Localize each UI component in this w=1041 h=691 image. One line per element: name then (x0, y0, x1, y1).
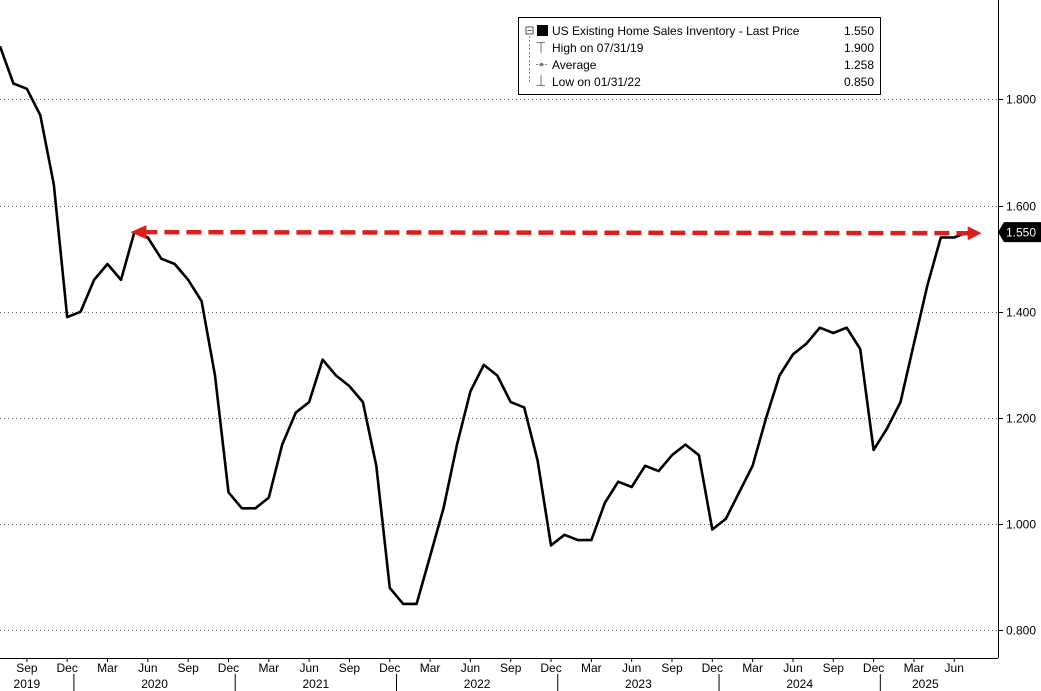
x-year-label: 2024 (786, 677, 813, 691)
dashed-arrow-annotation (130, 225, 982, 241)
x-year-label: 2022 (464, 677, 491, 691)
legend-row-low-label: Low on 01/31/22 (552, 75, 641, 89)
x-axis: Sep Dec Mar Jun Sep Dec Mar Jun Sep Dec Mar Jun Sep D… (0, 658, 998, 691)
x-year-label: 2020 (141, 677, 168, 691)
x-tick-label: Sep (823, 661, 845, 675)
x-tick-label: Mar (258, 661, 279, 675)
x-year-label: 2019 (14, 677, 41, 691)
x-tick-label: Sep (661, 661, 683, 675)
x-year-label: 2021 (302, 677, 329, 691)
legend-row-high-label: High on 07/31/19 (552, 41, 644, 55)
arrow-head-left (130, 225, 147, 240)
x-tick-label: Jun (299, 661, 318, 675)
x-tick-label: Dec (218, 661, 239, 675)
x-tick-label: Dec (863, 661, 884, 675)
legend-box (518, 17, 881, 95)
x-tick-label: Sep (16, 661, 38, 675)
x-tick-label: Jun (783, 661, 802, 675)
x-tick-label: Mar (742, 661, 763, 675)
legend-series-swatch (537, 25, 548, 36)
last-price-label: 1.550 (1006, 226, 1036, 240)
legend-row-high-value: 1.900 (844, 41, 874, 55)
y-tick-label: 1.800 (1006, 93, 1036, 107)
legend-row-average-label: Average (552, 58, 597, 72)
x-tick-label: Mar (97, 661, 118, 675)
y-tick-label: 1.600 (1006, 200, 1036, 214)
x-tick-label: Jun (622, 661, 641, 675)
x-tick-label: Dec (702, 661, 723, 675)
y-axis: 0.800 1.000 1.200 1.400 1.600 1.800 (998, 0, 1036, 658)
y-tick-label: 1.400 (1006, 306, 1036, 320)
low-marker-icon (537, 75, 545, 86)
x-tick-label: Sep (500, 661, 522, 675)
x-tick-label: Sep (177, 661, 199, 675)
x-year-label: 2025 (912, 677, 939, 691)
x-tick-label: Mar (904, 661, 925, 675)
average-marker-icon (536, 62, 547, 67)
legend-title-value: 1.550 (844, 24, 874, 38)
arrow-head-right (967, 226, 982, 241)
x-tick-label: Jun (138, 661, 157, 675)
y-tick-label: 0.800 (1006, 624, 1036, 638)
x-tick-label: Jun (461, 661, 480, 675)
x-tick-label: Mar (581, 661, 602, 675)
series-line (0, 45, 969, 606)
x-tick-label: Dec (379, 661, 400, 675)
last-price-marker: 1.550 (998, 222, 1041, 243)
x-tick-label: Sep (339, 661, 361, 675)
x-tick-label: Dec (57, 661, 78, 675)
legend-title: US Existing Home Sales Inventory - Last … (552, 24, 800, 38)
x-year-label: 2023 (625, 677, 652, 691)
arrow-line (142, 229, 970, 236)
x-tick-label: Dec (540, 661, 561, 675)
y-tick-label: 1.200 (1006, 412, 1036, 426)
x-tick-label: Jun (945, 661, 964, 675)
legend-row-average-value: 1.258 (844, 58, 874, 72)
legend-row-low-value: 0.850 (844, 75, 874, 89)
legend: US Existing Home Sales Inventory - Last … (518, 17, 881, 95)
y-tick-label: 1.000 (1006, 518, 1036, 532)
high-marker-icon (537, 42, 545, 53)
x-tick-label: Mar (420, 661, 441, 675)
legend-collapse-icon[interactable] (525, 26, 534, 35)
last-price-badge (998, 222, 1041, 243)
